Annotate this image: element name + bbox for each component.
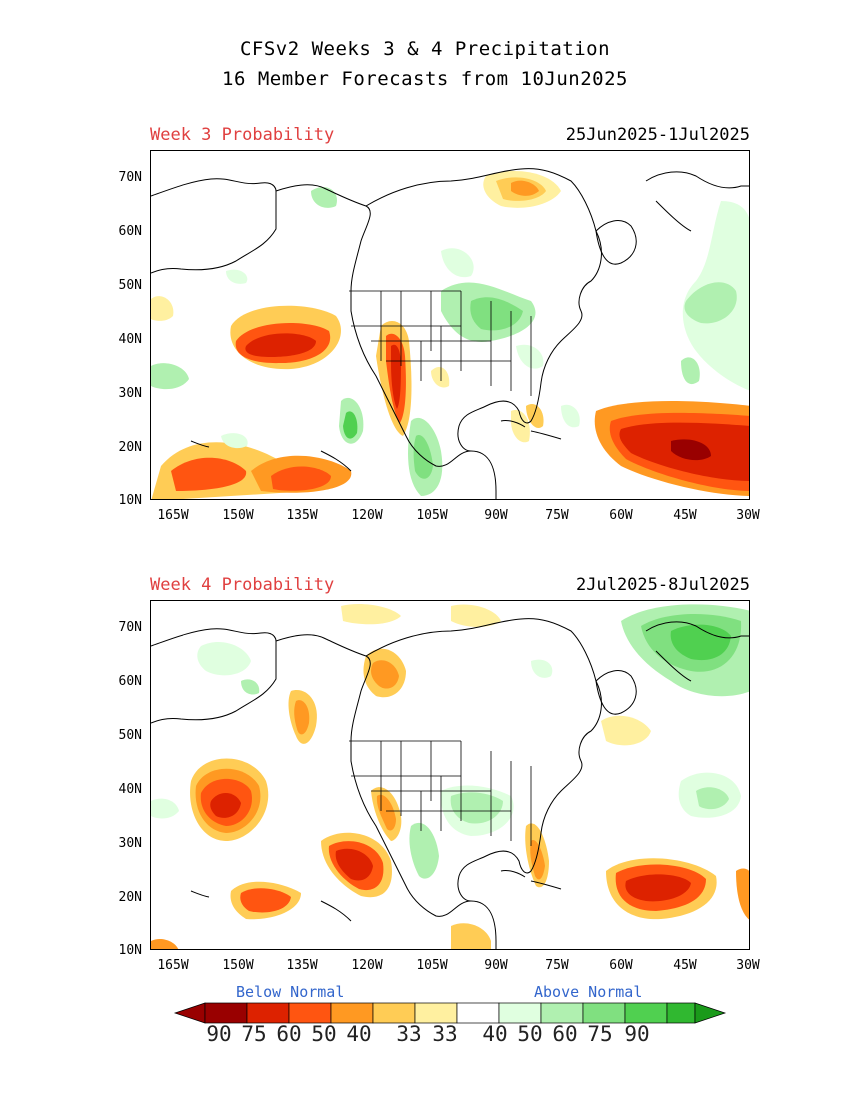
lon-tick: 135W (286, 958, 318, 973)
legend-swatch (540, 1002, 584, 1024)
lat-tick: 10N (118, 493, 142, 508)
lon-tick: 150W (222, 508, 254, 523)
lon-tick: 75W (545, 958, 569, 973)
lat-tick: 70N (118, 170, 142, 185)
lat-tick: 30N (118, 836, 142, 851)
lon-tick: 135W (286, 508, 318, 523)
week-4-map (150, 600, 750, 950)
legend-swatch (498, 1002, 542, 1024)
legend-above-normal-label: Above Normal (534, 983, 643, 1001)
lon-tick: 45W (673, 958, 697, 973)
lon-tick: 75W (545, 508, 569, 523)
week-4-label: Week 4 Probability (150, 575, 335, 595)
lat-tick: 20N (118, 890, 142, 905)
lon-tick: 165W (157, 508, 189, 523)
legend-swatch (582, 1002, 626, 1024)
lon-tick: 90W (484, 958, 508, 973)
lon-tick: 90W (484, 508, 508, 523)
legend-swatch (288, 1002, 332, 1024)
lat-tick: 30N (118, 386, 142, 401)
legend-value: 40 (346, 1022, 372, 1046)
legend-swatch (666, 1002, 696, 1024)
legend-swatch (330, 1002, 374, 1024)
lon-tick: 120W (351, 508, 383, 523)
legend-swatch (414, 1002, 458, 1024)
lat-tick: 40N (118, 332, 142, 347)
legend-value: 60 (552, 1022, 578, 1046)
lon-tick: 60W (609, 508, 633, 523)
legend-value: 33 (396, 1022, 422, 1046)
week-3-state-borders (349, 290, 532, 396)
legend-value: 50 (311, 1022, 337, 1046)
legend-value: 90 (624, 1022, 650, 1046)
lon-tick: 105W (416, 958, 448, 973)
legend-swatch-neutral (456, 1002, 500, 1024)
lon-tick: 45W (673, 508, 697, 523)
lat-tick: 10N (118, 943, 142, 958)
legend-value: 75 (587, 1022, 613, 1046)
week-3-date-range: 25Jun2025-1Jul2025 (565, 125, 750, 145)
week-3-coastlines (151, 168, 749, 499)
week-4-state-borders (349, 740, 532, 846)
lat-tick: 70N (118, 620, 142, 635)
week-3-probability-shading (151, 171, 749, 499)
lat-tick: 20N (118, 440, 142, 455)
legend-value: 75 (241, 1022, 267, 1046)
lat-tick: 40N (118, 782, 142, 797)
figure-title-line-2: 16 Member Forecasts from 10Jun2025 (222, 68, 628, 90)
legend-value: 60 (276, 1022, 302, 1046)
legend-swatch (372, 1002, 416, 1024)
legend-swatch (246, 1002, 290, 1024)
lon-tick: 30W (736, 508, 760, 523)
lat-tick: 50N (118, 278, 142, 293)
week-4-date-range: 2Jul2025-8Jul2025 (576, 575, 750, 595)
lat-tick: 50N (118, 728, 142, 743)
lon-tick: 30W (736, 958, 760, 973)
lat-tick: 60N (118, 674, 142, 689)
lon-tick: 150W (222, 958, 254, 973)
lon-tick: 60W (609, 958, 633, 973)
legend-below-normal-label: Below Normal (236, 983, 345, 1001)
lon-tick: 120W (351, 958, 383, 973)
week-4-probability-shading (151, 604, 749, 949)
week-4-coastlines (151, 618, 749, 949)
legend-color-bar (173, 1002, 727, 1024)
legend-below-arrow (173, 1002, 206, 1024)
figure-title-line-1: CFSv2 Weeks 3 & 4 Precipitation (239, 38, 611, 60)
lat-tick: 60N (118, 224, 142, 239)
legend-value: 40 (482, 1022, 508, 1046)
legend-above-arrow (694, 1002, 727, 1024)
lon-tick: 105W (416, 508, 448, 523)
legend-value: 33 (432, 1022, 458, 1046)
week-3-label: Week 3 Probability (150, 125, 335, 145)
legend-value: 90 (206, 1022, 232, 1046)
legend-value: 50 (517, 1022, 543, 1046)
week-3-map (150, 150, 750, 500)
legend-swatch (624, 1002, 668, 1024)
legend-swatch (204, 1002, 248, 1024)
lon-tick: 165W (157, 958, 189, 973)
